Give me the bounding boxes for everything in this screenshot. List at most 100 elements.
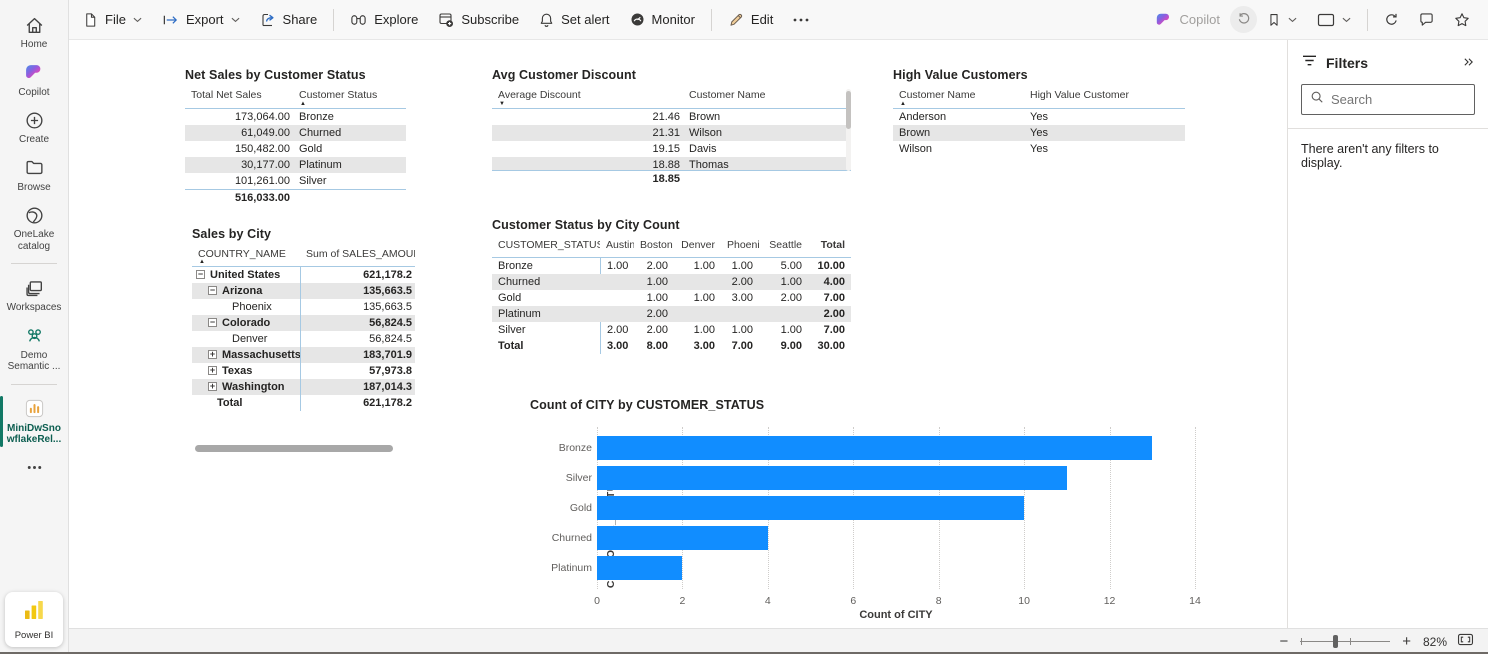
total-value: 516,033.00 — [234, 191, 290, 204]
more-options-button[interactable] — [783, 4, 819, 36]
value-cell: 2.00 — [823, 308, 845, 320]
table-row[interactable]: 21.46 Brown — [492, 109, 851, 125]
sidebar-item-workspaces[interactable]: Workspaces — [0, 271, 69, 319]
vertical-scrollbar[interactable] — [846, 89, 851, 171]
table-row[interactable]: 173,064.00 Bronze — [185, 109, 406, 125]
share-button[interactable]: Share — [250, 4, 328, 36]
view-button[interactable] — [1307, 4, 1361, 36]
search-input[interactable] — [1331, 92, 1466, 107]
table-row[interactable]: 21.31 Wilson — [492, 125, 851, 141]
bar-silver[interactable] — [597, 466, 1067, 490]
subscribe-button[interactable]: Subscribe — [428, 4, 529, 36]
matrix-row[interactable]: Phoenix 135,663.5 — [192, 299, 415, 315]
copilot-session-reset-button[interactable] — [1230, 6, 1257, 33]
workspaces-icon — [23, 277, 45, 299]
matrix-row[interactable]: − Arizona 135,663.5 — [192, 283, 415, 299]
expand-toggle[interactable]: + — [208, 365, 217, 375]
value-cell: 7.00 — [823, 292, 845, 304]
table-row[interactable]: Brown Yes — [893, 125, 1185, 141]
zoom-in-button[interactable]: + — [1402, 633, 1411, 650]
fit-to-page-icon[interactable] — [1457, 633, 1474, 651]
matrix-row[interactable]: Silver 2.00 2.00 1.00 1.00 1.00 7.00 — [492, 322, 851, 338]
refresh-button[interactable] — [1374, 4, 1409, 36]
column-header-total[interactable]: Total — [820, 239, 845, 251]
zoom-slider-tick — [1350, 637, 1352, 645]
horizontal-scrollbar[interactable] — [195, 445, 393, 452]
matrix-row[interactable]: Gold 1.00 1.00 3.00 2.00 7.00 — [492, 290, 851, 306]
column-header-seattle[interactable]: Seattle — [769, 239, 802, 251]
sidebar-item-copilot[interactable]: Copilot — [0, 56, 69, 104]
zoom-out-button[interactable]: − — [1279, 633, 1289, 650]
column-header-denver[interactable]: Denver — [681, 239, 715, 251]
zoom-slider[interactable] — [1300, 635, 1391, 649]
sidebar-item-home[interactable]: Home — [0, 8, 69, 56]
row-header-cell: Bronze — [498, 260, 533, 272]
file-button[interactable]: File — [73, 4, 152, 36]
column-header-high-value-customer[interactable]: High Value Customer — [1030, 89, 1130, 101]
monitor-button[interactable]: Monitor — [620, 4, 705, 36]
matrix-row[interactable]: Churned 1.00 2.00 1.00 4.00 — [492, 274, 851, 290]
home-icon — [23, 14, 45, 36]
matrix-row[interactable]: Bronze 1.00 2.00 1.00 1.00 5.00 10.00 — [492, 258, 851, 274]
table-row[interactable]: 61,049.00 Churned — [185, 125, 406, 141]
collapse-toggle[interactable]: − — [208, 285, 217, 295]
sidebar-more-button[interactable] — [0, 451, 69, 484]
sidebar-item-people[interactable]: Demo Semantic ... — [0, 319, 69, 378]
visual-title: Sales by City — [192, 227, 272, 241]
value-cell: 56,824.5 — [300, 331, 415, 347]
matrix-row[interactable]: Total 3.00 8.00 3.00 7.00 9.00 30.00 — [492, 338, 851, 354]
bar-bronze[interactable] — [597, 436, 1153, 460]
set-alert-button[interactable]: Set alert — [529, 4, 619, 36]
matrix-row[interactable]: + Massachusetts 183,701.9 — [192, 347, 415, 363]
bar-gold[interactable] — [597, 496, 1025, 520]
table-row[interactable]: 30,177.00 Platinum — [185, 157, 406, 173]
comments-button[interactable] — [1409, 4, 1444, 36]
favorite-button[interactable] — [1444, 4, 1480, 36]
table-row[interactable]: 19.15 Davis — [492, 141, 851, 157]
column-header-country-name[interactable]: COUNTRY_NAME ▲ — [198, 248, 286, 265]
expand-toggle[interactable]: + — [208, 349, 217, 359]
share-icon — [260, 12, 276, 28]
matrix-row[interactable]: + Washington 187,014.3 — [192, 379, 415, 395]
column-header-total-net-sales[interactable]: Total Net Sales — [191, 89, 262, 101]
column-header-austin[interactable]: Austin — [606, 239, 634, 251]
copilot-button[interactable]: Copilot — [1145, 4, 1230, 36]
matrix-row[interactable]: + Texas 57,973.8 — [192, 363, 415, 379]
sidebar-item-create[interactable]: Create — [0, 103, 69, 151]
column-header-average-discount[interactable]: Average Discount ▼ — [498, 89, 581, 107]
sidebar-item-report[interactable]: MiniDwSno wflakeRel... — [0, 392, 69, 451]
explore-button[interactable]: Explore — [340, 4, 428, 36]
edit-button[interactable]: Edit — [718, 4, 783, 36]
column-header-sum-of-sales-amount[interactable]: Sum of SALES_AMOUN — [306, 248, 415, 260]
matrix-row[interactable]: − Colorado 56,824.5 — [192, 315, 415, 331]
bar-platinum[interactable] — [597, 556, 683, 580]
collapse-toggle[interactable]: − — [196, 269, 205, 279]
column-header-phoenix[interactable]: Phoenix — [727, 239, 759, 251]
matrix-row[interactable]: Total 621,178.2 — [192, 395, 415, 411]
table-row[interactable]: Anderson Yes — [893, 109, 1185, 125]
power-bi-button[interactable]: Power BI — [5, 592, 63, 647]
bar-churned[interactable] — [597, 526, 768, 550]
bookmarks-button[interactable] — [1257, 4, 1307, 36]
column-header-customer-status[interactable]: CUSTOMER_STATUS — [498, 239, 600, 251]
matrix-row[interactable]: − United States 621,178.2 — [192, 267, 415, 283]
zoom-slider-handle[interactable] — [1333, 635, 1339, 648]
matrix-row[interactable]: Denver 56,824.5 — [192, 331, 415, 347]
table-row[interactable]: Wilson Yes — [893, 141, 1185, 157]
sidebar-item-onelake[interactable]: OneLake catalog — [0, 198, 69, 257]
sidebar-item-browse[interactable]: Browse — [0, 151, 69, 199]
column-header-customer-name[interactable]: Customer Name ▲ — [899, 89, 976, 107]
collapse-pane-button[interactable] — [1461, 53, 1476, 72]
table-row[interactable]: 18.88 Thomas — [492, 157, 851, 170]
gridline — [1109, 427, 1111, 589]
table-row[interactable]: 101,261.00 Silver — [185, 173, 406, 189]
table-row[interactable]: 150,482.00 Gold — [185, 141, 406, 157]
scrollbar-thumb[interactable] — [846, 91, 851, 129]
column-header-customer-name[interactable]: Customer Name — [689, 89, 766, 101]
column-header-boston[interactable]: Boston — [640, 239, 673, 251]
expand-toggle[interactable]: + — [208, 381, 217, 391]
collapse-toggle[interactable]: − — [208, 317, 217, 327]
column-header-customer-status[interactable]: Customer Status ▲ — [299, 89, 378, 107]
matrix-row[interactable]: Platinum 2.00 2.00 — [492, 306, 851, 322]
export-button[interactable]: Export — [152, 4, 250, 36]
